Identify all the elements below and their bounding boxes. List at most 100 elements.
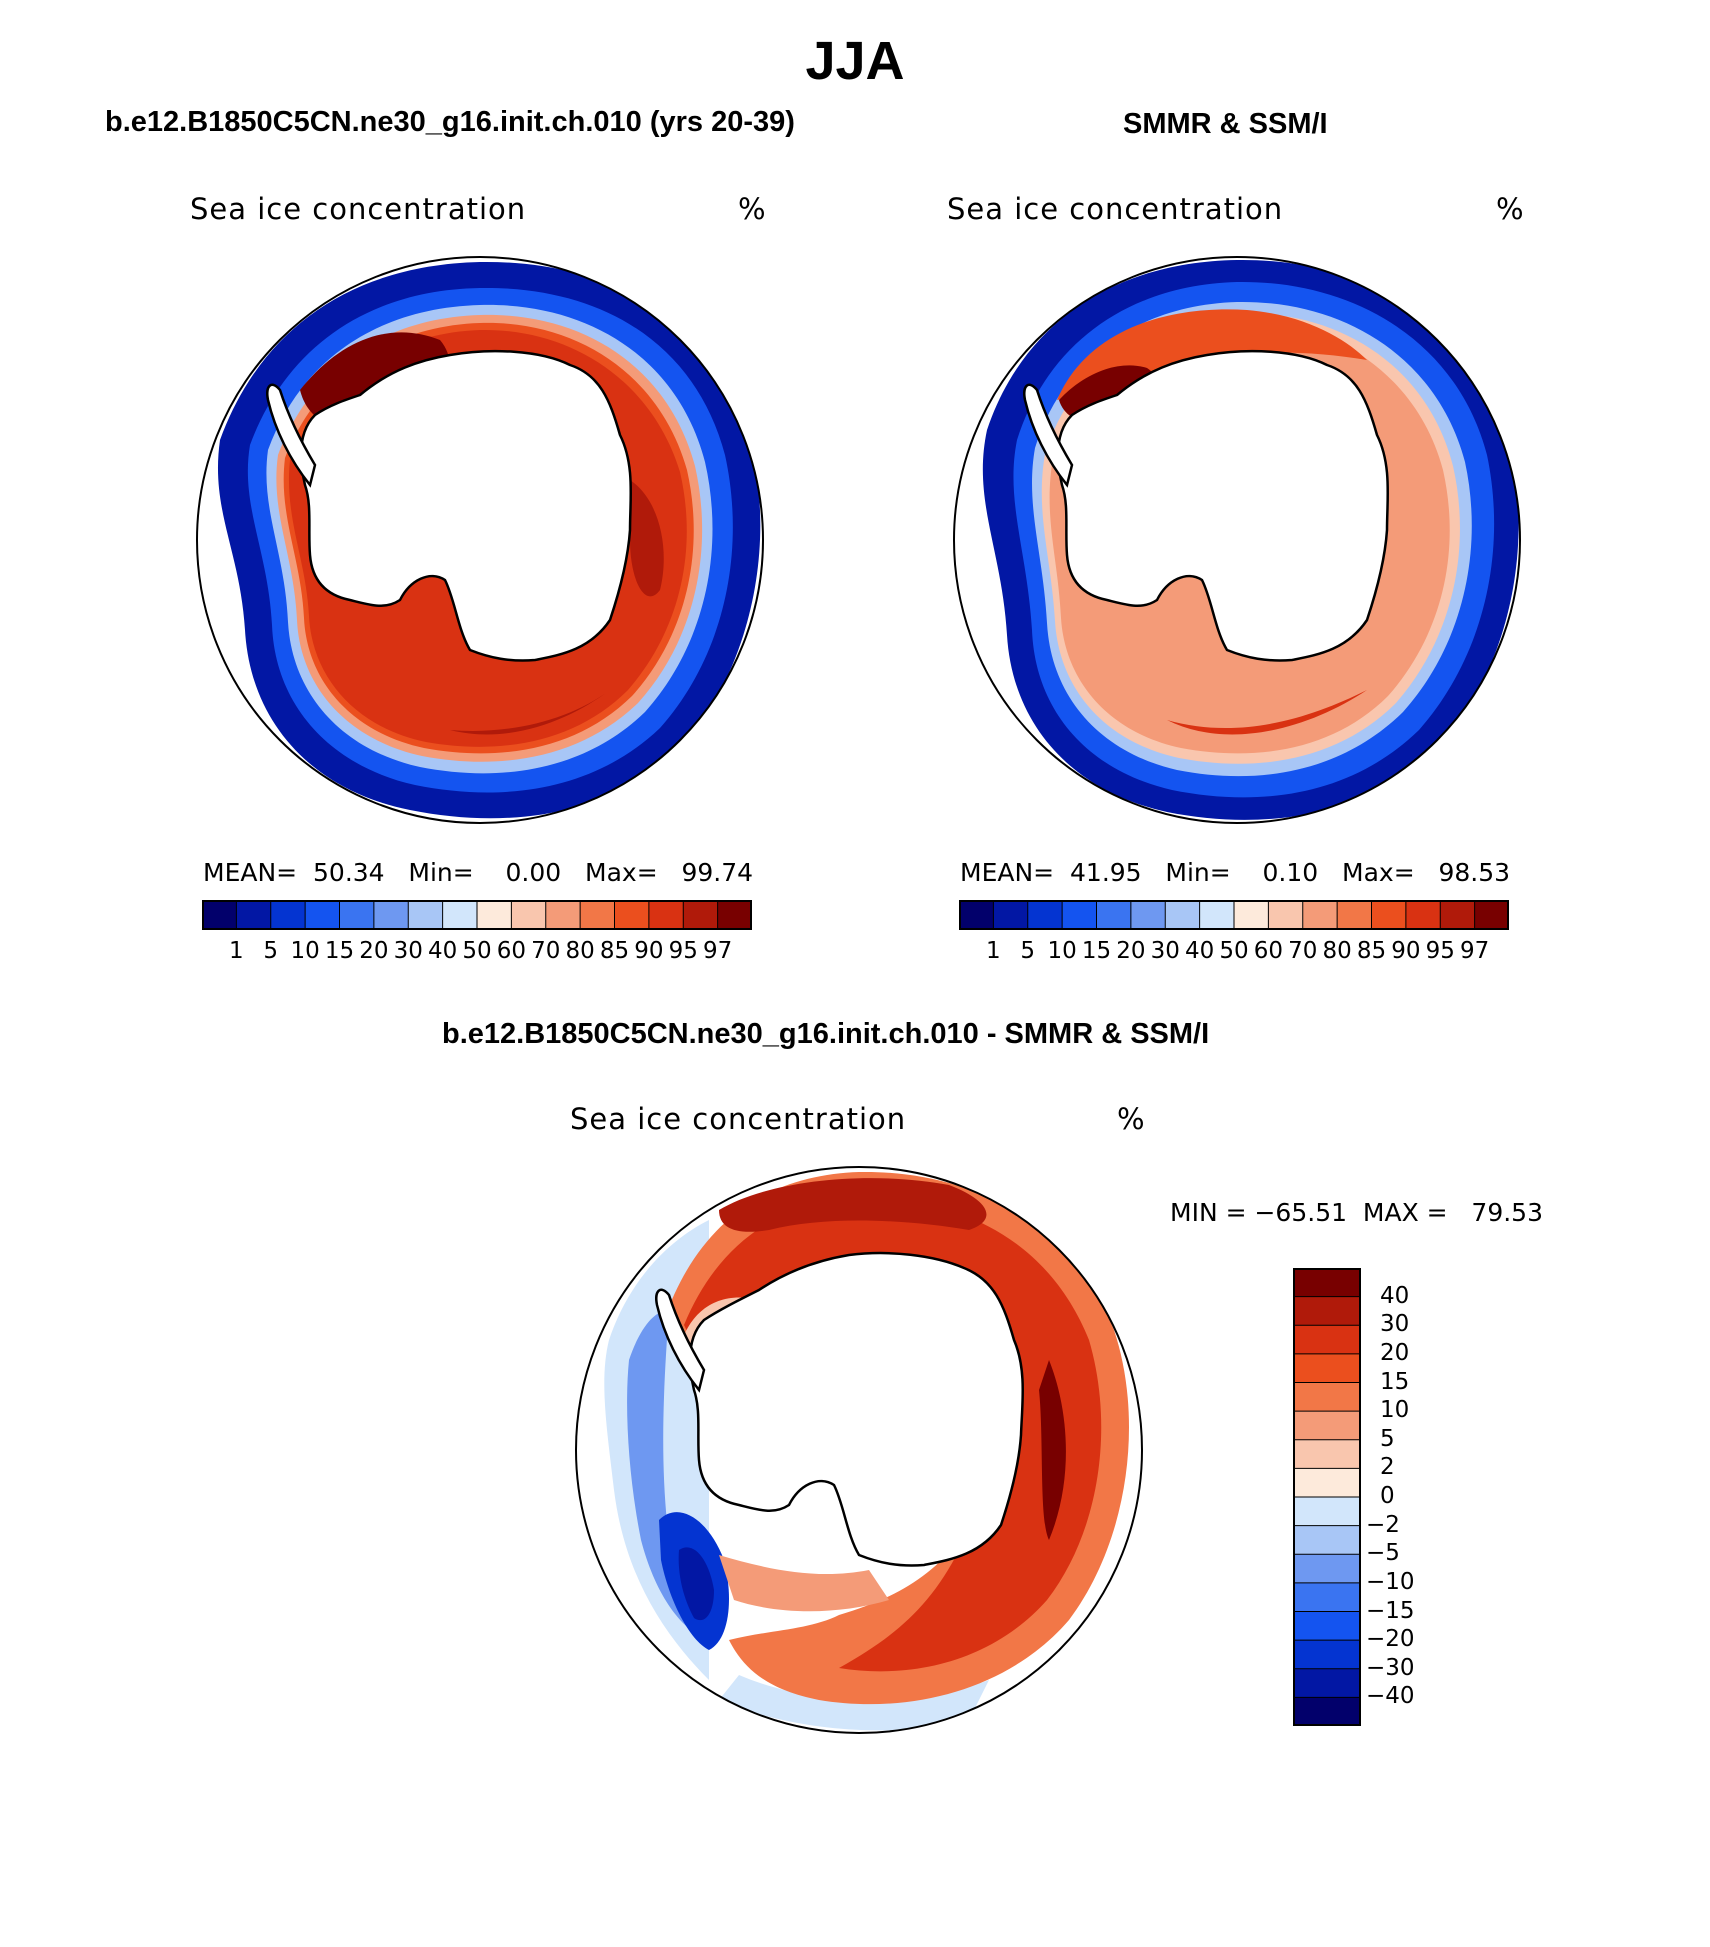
colorbar-swatch (1027, 900, 1063, 930)
colorbar-swatch (202, 900, 237, 930)
colorbar-swatch (1130, 900, 1166, 930)
colorbar-tick-label: 90 (1391, 938, 1421, 964)
colorbar-tick-label: 5 (263, 938, 279, 964)
diff-units-label: % (1117, 1102, 1146, 1136)
colorbar-tick-label: 70 (1288, 938, 1318, 964)
colorbar-tick-label: −20 (1366, 1626, 1415, 1653)
colorbar-swatch (959, 900, 994, 930)
colorbar-tick-label: 1 (229, 938, 244, 964)
colorbar-swatch (305, 900, 340, 930)
colorbar-swatch (1199, 900, 1235, 930)
colorbar-swatch (1474, 900, 1509, 930)
colorbar-tick-label: 1 (986, 938, 1001, 964)
diff-minmax: MIN = −65.51 MAX = 79.53 (1170, 1198, 1543, 1227)
colorbar-tick-label: 15 (1380, 1368, 1410, 1395)
colorbar-tick-label: 10 (1047, 938, 1077, 964)
colorbar-tick-label: −5 (1366, 1540, 1400, 1567)
colorbar-swatch (545, 900, 581, 930)
colorbar-tick-label: 5 (1380, 1425, 1395, 1452)
colorbar-swatch (580, 900, 615, 930)
colorbar-tick-label: 95 (668, 938, 698, 964)
colorbar-tick-label: 20 (1116, 938, 1146, 964)
colorbar-swatch (1293, 1525, 1361, 1555)
colorbar-swatch (442, 900, 478, 930)
colorbar-tick-label: 60 (496, 938, 527, 964)
obs-field-label: Sea ice concentration (947, 192, 1284, 226)
model-field-label: Sea ice concentration (190, 192, 527, 226)
colorbar-tick-label: −15 (1366, 1597, 1415, 1624)
obs-colorbar (959, 900, 1509, 930)
colorbar-swatch (1302, 900, 1338, 930)
obs-colorbar-labels: 1 5 10 15 20 30 40 50 60 70 80 85 90 95 97 (959, 938, 1509, 968)
colorbar-swatch (683, 900, 719, 930)
page-title: JJA (805, 31, 905, 91)
model-panel-title: b.e12.B1850C5CN.ne30_g16.init.ch.010 (yr… (105, 106, 795, 138)
colorbar-swatch (1293, 1353, 1361, 1383)
colorbar-tick-label: 40 (1184, 938, 1215, 964)
colorbar-tick-label: 10 (290, 938, 320, 964)
colorbar-swatch (1337, 900, 1372, 930)
diff-panel-title: b.e12.B1850C5CN.ne30_g16.init.ch.010 - S… (442, 1018, 1210, 1050)
model-stats: MEAN= 50.34 Min= 0.00 Max= 99.74 (203, 858, 754, 887)
colorbar-tick-label: 15 (1081, 938, 1112, 964)
colorbar-tick-label: 30 (1380, 1311, 1410, 1338)
model-polar-map (196, 256, 764, 824)
model-colorbar (202, 900, 752, 930)
colorbar-swatch (1293, 1296, 1361, 1326)
colorbar-swatch (717, 900, 752, 930)
colorbar-tick-label: 40 (1380, 1282, 1410, 1309)
colorbar-swatch (1293, 1382, 1361, 1412)
colorbar-tick-label: 70 (531, 938, 561, 964)
colorbar-swatch (1062, 900, 1097, 930)
colorbar-tick-label: 97 (1459, 938, 1490, 964)
colorbar-tick-label: 20 (1380, 1339, 1410, 1366)
colorbar-swatch (614, 900, 650, 930)
colorbar-swatch (1405, 900, 1441, 930)
obs-panel-title: SMMR & SSM/I (1123, 108, 1328, 140)
diff-colorbar-labels: 40 30 20 15 10 5 2 0 −2 −5 −10 −15 −20 −30 −40 (1366, 1268, 1486, 1726)
colorbar-tick-label: −2 (1366, 1511, 1400, 1538)
colorbar-tick-label: 5 (1020, 938, 1036, 964)
colorbar-swatch (1440, 900, 1476, 930)
colorbar-swatch (236, 900, 272, 930)
colorbar-swatch (1293, 1668, 1361, 1698)
colorbar-tick-label: 80 (565, 938, 595, 964)
colorbar-tick-label: 50 (1219, 938, 1249, 964)
colorbar-swatch (1371, 900, 1407, 930)
colorbar-tick-label: 50 (462, 938, 492, 964)
colorbar-tick-label: −40 (1366, 1683, 1415, 1710)
colorbar-swatch (1293, 1697, 1361, 1726)
model-units-label: % (738, 192, 767, 226)
colorbar-swatch (1293, 1439, 1361, 1469)
colorbar-swatch (1293, 1497, 1361, 1527)
diff-colorbar (1293, 1268, 1361, 1726)
colorbar-tick-label: 95 (1425, 938, 1455, 964)
colorbar-tick-label: 10 (1380, 1397, 1410, 1424)
diff-polar-map (575, 1166, 1143, 1734)
colorbar-tick-label: 15 (324, 938, 355, 964)
colorbar-swatch (1293, 1468, 1361, 1498)
colorbar-swatch (408, 900, 444, 930)
colorbar-tick-label: 90 (634, 938, 664, 964)
colorbar-tick-label: 85 (599, 938, 630, 964)
colorbar-tick-label: 2 (1380, 1454, 1395, 1481)
colorbar-swatch (1293, 1582, 1361, 1612)
colorbar-swatch (1165, 900, 1201, 930)
obs-stats: MEAN= 41.95 Min= 0.10 Max= 98.53 (960, 858, 1511, 887)
colorbar-swatch (1293, 1411, 1361, 1441)
model-colorbar-labels: 1 5 10 15 20 30 40 50 60 70 80 85 90 95 97 (202, 938, 752, 968)
diff-field-label: Sea ice concentration (570, 1102, 907, 1136)
colorbar-swatch (993, 900, 1029, 930)
colorbar-tick-label: 97 (702, 938, 733, 964)
colorbar-tick-label: −30 (1366, 1654, 1415, 1681)
colorbar-swatch (477, 900, 512, 930)
colorbar-tick-label: 30 (393, 938, 423, 964)
colorbar-tick-label: 30 (1150, 938, 1180, 964)
obs-units-label: % (1496, 192, 1525, 226)
colorbar-tick-label: 40 (427, 938, 458, 964)
colorbar-tick-label: 20 (359, 938, 389, 964)
colorbar-swatch (1268, 900, 1304, 930)
colorbar-tick-label: 85 (1356, 938, 1387, 964)
colorbar-tick-label: −10 (1366, 1568, 1415, 1595)
colorbar-frame (1293, 1268, 1361, 1726)
